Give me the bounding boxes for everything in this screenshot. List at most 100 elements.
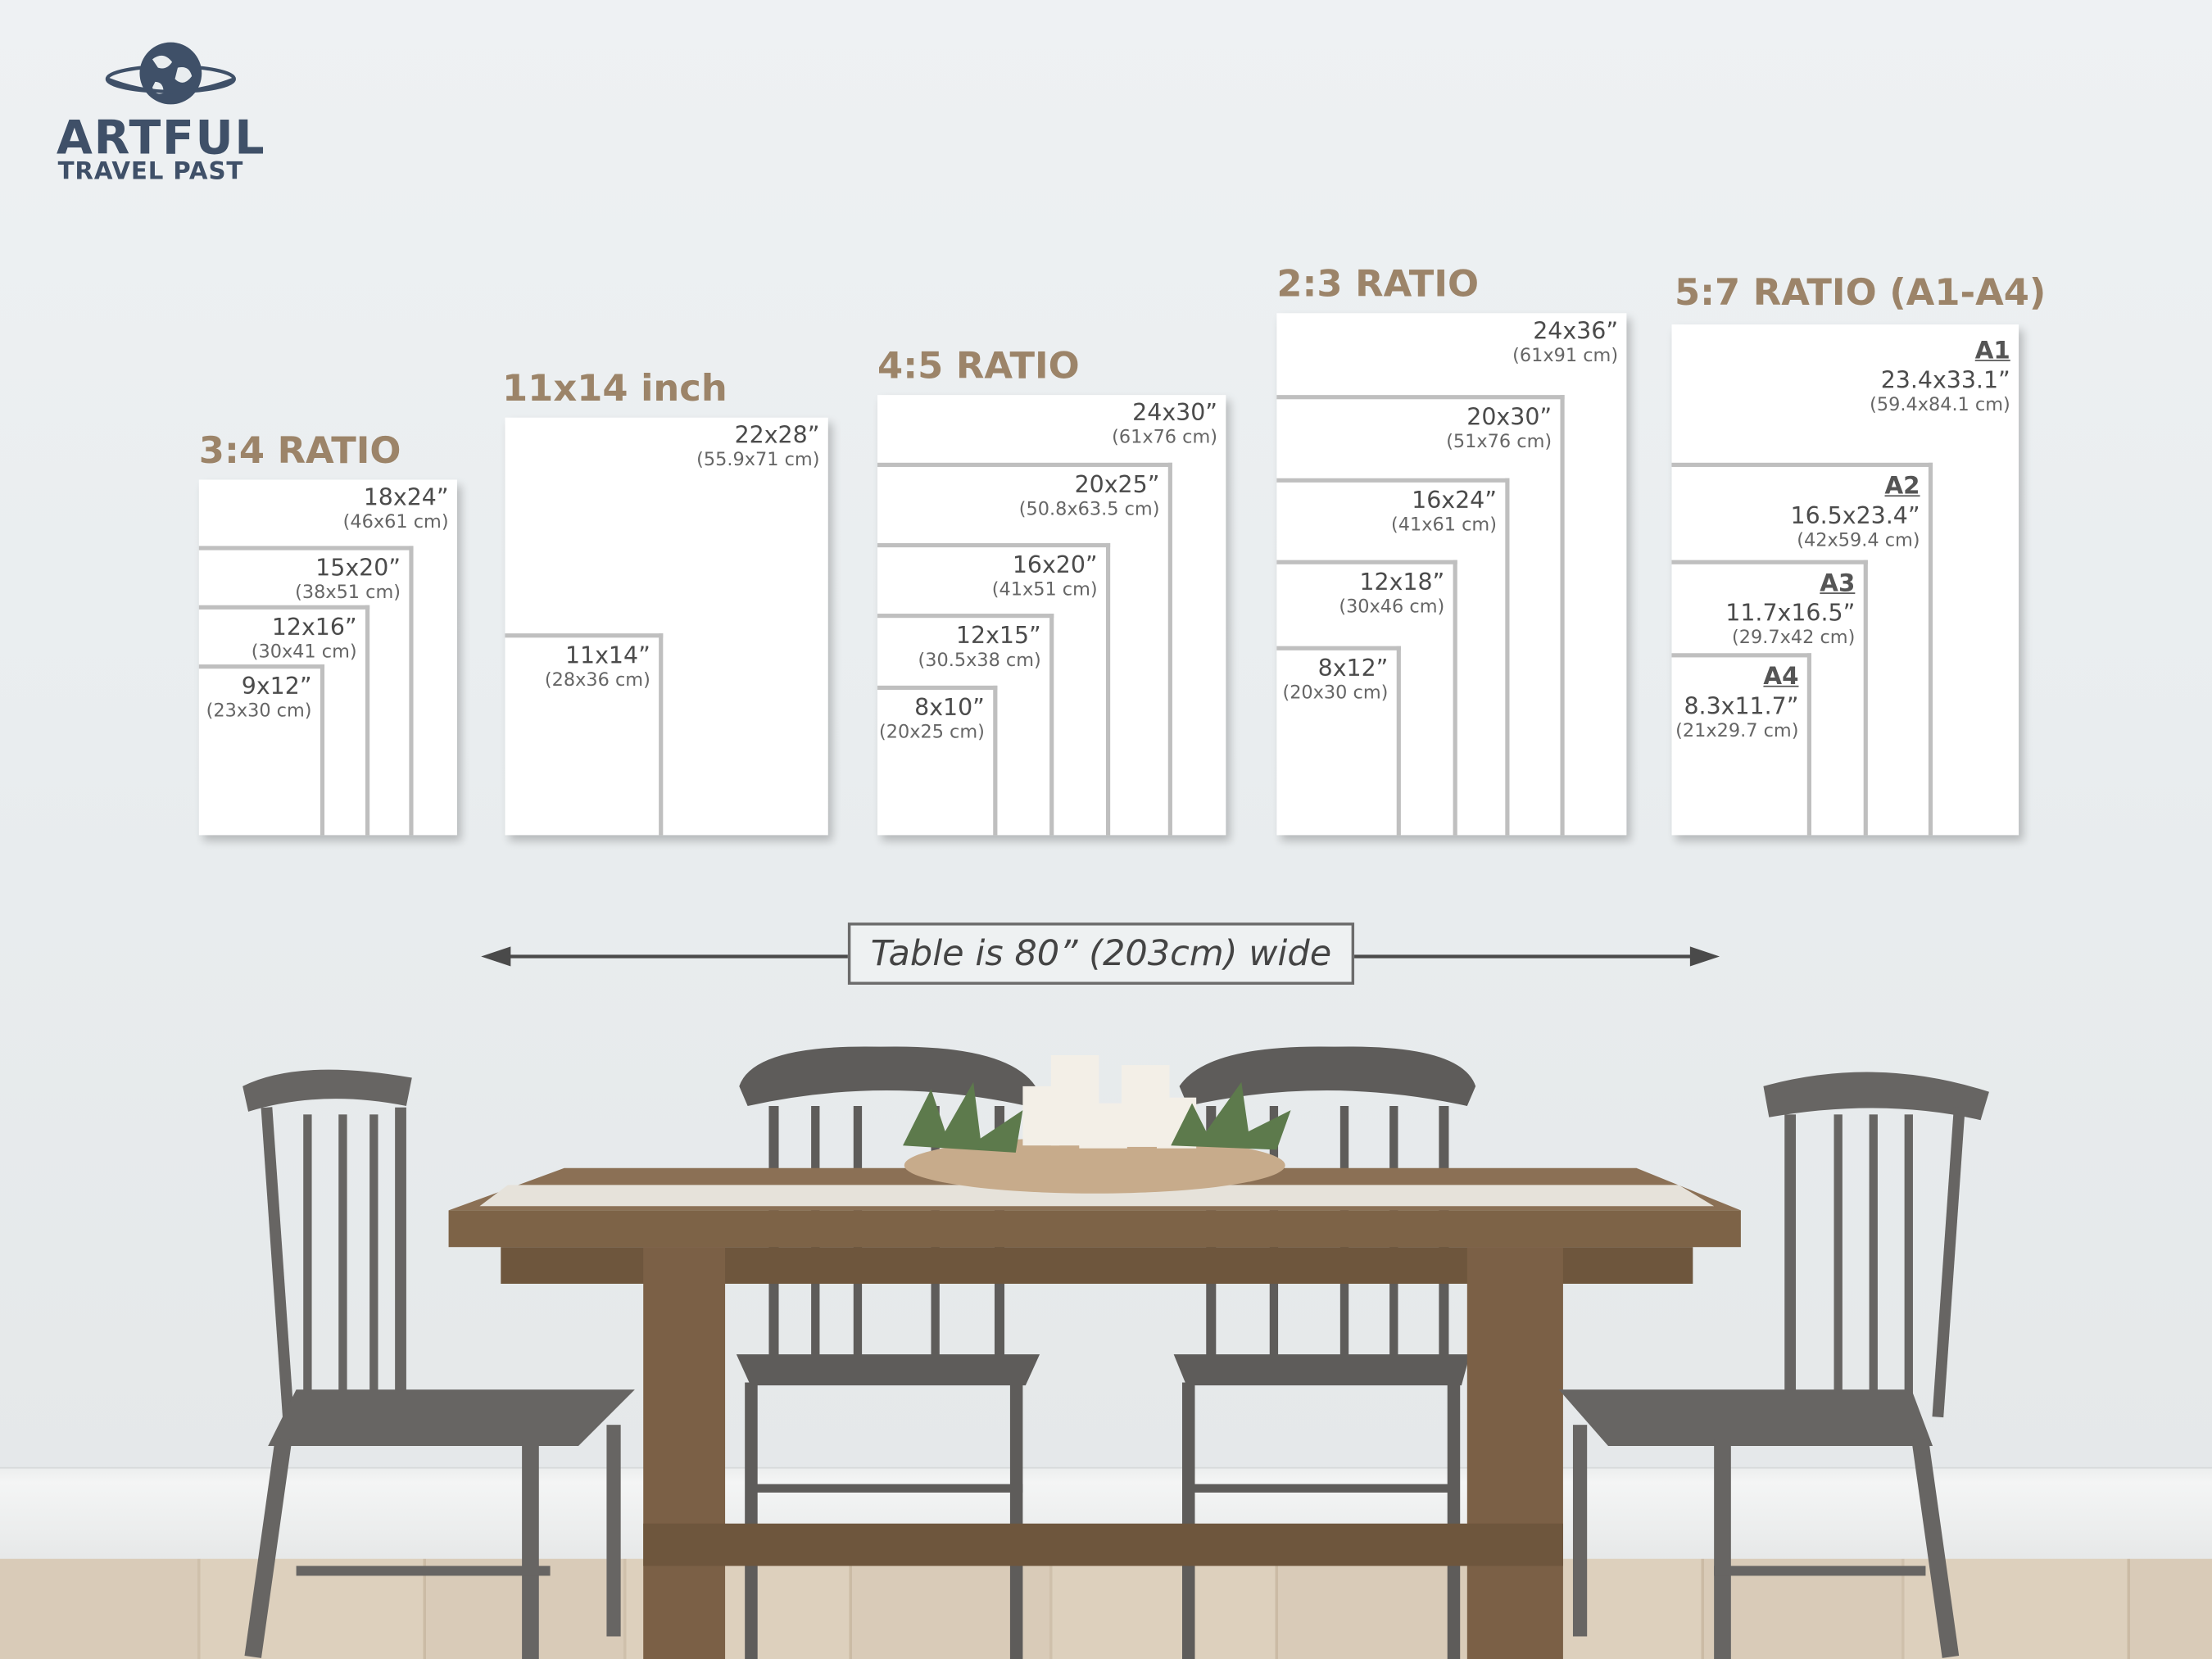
size-inches: 9x12” — [241, 673, 312, 700]
size-label: 12x18” (30x46 cm) — [1339, 569, 1444, 619]
size-cm: (23x30 cm) — [206, 700, 312, 723]
logo-name: ARTFUL — [56, 110, 266, 165]
size-inches: 22x28” — [734, 421, 820, 449]
size-label: 8x12” (20x30 cm) — [1282, 655, 1388, 705]
globe-icon — [105, 42, 236, 105]
size-inches: 20x25” — [1074, 471, 1160, 498]
size-inches: 24x36” — [1533, 317, 1619, 345]
size-inches: 8x12” — [1317, 654, 1389, 682]
size-label: 20x25” (50.8x63.5 cm) — [1019, 471, 1160, 522]
size-label: 15x20” (38x51 cm) — [295, 555, 401, 605]
frame-16x24: 16x24” (41x61 cm) 12x18” (30x46 cm) 8x12”(… — [1276, 478, 1510, 836]
size-cm: (59.4x84.1 cm) — [1870, 395, 2010, 416]
size-label: A4 8.3x11.7” (21x29.7 cm) — [1675, 662, 1798, 744]
frame-12x18: 12x18” (30x46 cm) 8x12” (20x30 cm) — [1276, 560, 1457, 836]
panel-title-11x14: 11x14 inch — [502, 368, 728, 411]
size-cm: (46x61 cm) — [342, 512, 449, 533]
size-cm: (30x46 cm) — [1339, 596, 1445, 619]
panel-3-4-ratio: 18x24” (46x61 cm) 15x20” (38x51 cm) 12x16”… — [198, 479, 457, 836]
size-cm: (41x51 cm) — [991, 579, 1098, 601]
frame-20x30: 20x30” (51x76 cm) 16x24” (41x61 cm) 12x18”… — [1276, 395, 1565, 836]
size-inches: 11x14” — [564, 641, 650, 669]
paper-size-name: A1 — [1974, 337, 2010, 365]
frame-16x20: 16x20” (41x51 cm) 12x15” (30.5x38 cm) 8x10… — [877, 542, 1111, 836]
size-label: 20x30” (51x76 cm) — [1446, 403, 1552, 454]
frame-12x16: 12x16” (30x41 cm) 9x12” (23x30 cm) — [198, 605, 370, 836]
size-label: 16x24” (41x61 cm) — [1391, 487, 1497, 537]
paper-size-name: A2 — [1884, 472, 1920, 501]
chair-front-left — [243, 1069, 635, 1659]
size-inches: 12x15” — [955, 622, 1041, 650]
candles — [1022, 1055, 1197, 1149]
frame-a2: A2 16.5x23.4” (42x59.4 cm) A3 11.7x16.5” (29… — [1671, 462, 1933, 836]
size-inches: 12x16” — [271, 614, 357, 641]
size-inches: 12x18” — [1359, 568, 1445, 596]
size-inches: 24x30” — [1132, 399, 1218, 427]
size-label: A1 23.4x33.1” (59.4x84.1 cm) — [1870, 336, 2010, 418]
size-cm: (20x30 cm) — [1282, 682, 1389, 705]
logo: ARTFUL TRAVEL PAST — [53, 39, 293, 186]
frame-8x12: 8x12” (20x30 cm) — [1276, 646, 1401, 836]
size-label: 9x12” (23x30 cm) — [206, 673, 312, 723]
panel-4-5-ratio: 24x30” (61x76 cm) 20x25” (50.8x63.5 cm) 16… — [877, 395, 1226, 836]
size-label: 12x15” (30.5x38 cm) — [918, 622, 1040, 673]
size-inches: 11.7x16.5” — [1725, 599, 1856, 627]
size-cm: (38x51 cm) — [295, 582, 401, 604]
size-label: 24x36” (61x91 cm) — [1512, 317, 1618, 368]
table-runner — [479, 1185, 1715, 1207]
panel-title-4-5: 4:5 RATIO — [877, 345, 1080, 388]
panel-title-5-7: 5:7 RATIO (A1-A4) — [1674, 272, 2047, 315]
frame-20x25: 20x25” (50.8x63.5 cm) 16x20” (41x51 cm) 12… — [877, 462, 1172, 836]
size-cm: (29.7x42 cm) — [1732, 628, 1856, 650]
arrow-left-icon — [481, 946, 511, 967]
paper-size-name: A3 — [1820, 569, 1856, 599]
size-inches: 23.4x33.1” — [1880, 366, 2010, 394]
size-cm: (41x61 cm) — [1391, 514, 1497, 537]
size-label: 12x16” (30x41 cm) — [252, 614, 357, 664]
panel-5-7-ratio: A1 23.4x33.1” (59.4x84.1 cm) A2 16.5x23.4”(… — [1671, 324, 2019, 836]
table-width-label: Table is 80” (203cm) wide — [847, 922, 1355, 985]
frame-a3: A3 11.7x16.5” (29.7x42 cm) A4 8.3x11.7” (21x… — [1671, 560, 1868, 836]
size-cm: (28x36 cm) — [544, 669, 650, 691]
frame-11x14: 11x14” (28x36 cm) — [505, 633, 664, 836]
size-cm: (51x76 cm) — [1446, 431, 1552, 453]
arrow-right-icon — [1689, 946, 1720, 967]
frame-12x15: 12x15” (30.5x38 cm) 8x10” (20x25 cm) — [877, 614, 1054, 836]
size-label: A2 16.5x23.4” (42x59.4 cm) — [1790, 471, 1920, 553]
size-cm: (20x25 cm) — [878, 722, 985, 744]
panel-title-2-3: 2:3 RATIO — [1276, 264, 1480, 306]
size-inches: 8x10” — [914, 694, 985, 721]
size-inches: 18x24” — [363, 483, 449, 511]
size-cm: (30x41 cm) — [251, 641, 357, 664]
size-label: 22x28” (55.9x71 cm) — [696, 422, 819, 473]
size-cm: (50.8x63.5 cm) — [1018, 499, 1160, 521]
size-inches: 16.5x23.4” — [1790, 502, 1920, 529]
logo-tagline: TRAVEL PAST — [57, 157, 244, 187]
size-label: 16x20” (41x51 cm) — [992, 551, 1098, 602]
size-inches: 20x30” — [1466, 403, 1552, 431]
size-cm: (30.5x38 cm) — [918, 650, 1041, 672]
frame-15x20: 15x20” (38x51 cm) 12x16” (30x41 cm) 9x12”(… — [198, 546, 414, 836]
succulent-plants — [903, 1081, 1291, 1153]
size-cm: (61x91 cm) — [1512, 345, 1619, 367]
size-inches: 16x20” — [1012, 551, 1098, 578]
size-cm: (42x59.4 cm) — [1797, 530, 1920, 552]
size-label: 24x30” (61x76 cm) — [1112, 399, 1217, 450]
frame-8x10: 8x10” (20x25 cm) — [877, 685, 998, 836]
size-label: 11x14” (28x36 cm) — [545, 641, 650, 692]
size-inches: 15x20” — [315, 554, 401, 582]
size-inches: 8.3x11.7” — [1684, 692, 1799, 720]
frame-9x12: 9x12” (23x30 cm) — [198, 664, 325, 836]
size-cm: (61x76 cm) — [1112, 427, 1218, 449]
panel-title-3-4: 3:4 RATIO — [198, 430, 401, 473]
size-label: 18x24” (46x61 cm) — [343, 484, 449, 535]
chair-front-right — [1558, 1072, 1989, 1659]
size-cm: (55.9x71 cm) — [696, 450, 820, 472]
dining-table — [448, 1055, 1741, 1659]
size-label: A3 11.7x16.5” (29.7x42 cm) — [1725, 569, 1855, 650]
frame-a4: A4 8.3x11.7” (21x29.7 cm) — [1671, 653, 1811, 836]
size-label: 8x10” (20x25 cm) — [879, 694, 985, 745]
panel-2-3-ratio: 24x36” (61x91 cm) 20x30” (51x76 cm) 16x24”… — [1276, 313, 1627, 836]
